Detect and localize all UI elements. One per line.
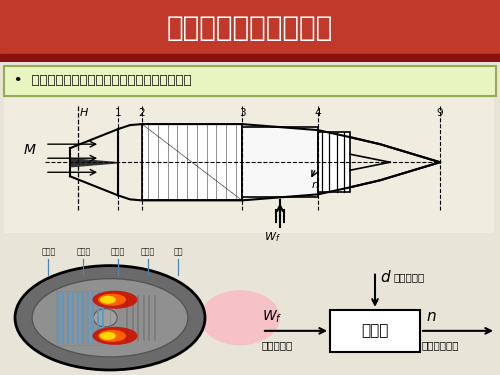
Ellipse shape xyxy=(15,266,205,370)
Ellipse shape xyxy=(32,279,188,357)
Ellipse shape xyxy=(200,290,280,345)
Text: M: M xyxy=(24,143,36,157)
Text: 9: 9 xyxy=(436,108,444,118)
Text: 发动机: 发动机 xyxy=(362,323,388,338)
Ellipse shape xyxy=(92,327,138,345)
Text: （控制量）: （控制量） xyxy=(262,340,293,350)
Bar xyxy=(142,124,242,200)
Ellipse shape xyxy=(100,296,116,304)
Bar xyxy=(0,54,500,62)
Bar xyxy=(318,132,350,192)
Text: 燃烧室: 燃烧室 xyxy=(110,247,124,256)
Text: n: n xyxy=(426,309,436,324)
Bar xyxy=(56,291,110,345)
Ellipse shape xyxy=(98,330,126,342)
Ellipse shape xyxy=(92,291,138,309)
Text: d: d xyxy=(380,270,390,285)
Text: 基本发动机的动态方程: 基本发动机的动态方程 xyxy=(167,14,333,42)
Ellipse shape xyxy=(94,309,117,327)
Ellipse shape xyxy=(100,332,116,340)
Text: 压气机: 压气机 xyxy=(76,247,90,256)
Text: n: n xyxy=(312,180,319,190)
Text: 4: 4 xyxy=(314,108,322,118)
Text: H: H xyxy=(80,108,88,118)
Text: （被控制量）: （被控制量） xyxy=(422,340,460,350)
Text: （干扰量）: （干扰量） xyxy=(393,273,424,283)
Text: $W_f$: $W_f$ xyxy=(262,309,282,325)
Text: •  基本发动机：尾噴口不可调的非加力单轴浡噴: • 基本发动机：尾噴口不可调的非加力单轴浡噴 xyxy=(14,75,192,87)
Text: $W_f$: $W_f$ xyxy=(264,231,280,244)
Text: 1: 1 xyxy=(114,108,121,118)
Bar xyxy=(4,98,494,234)
Text: 3: 3 xyxy=(238,108,246,118)
Ellipse shape xyxy=(98,294,126,306)
Bar xyxy=(4,66,496,96)
Text: 2: 2 xyxy=(138,108,145,118)
Bar xyxy=(242,127,318,197)
Bar xyxy=(330,310,420,352)
Text: 涡轮机: 涡轮机 xyxy=(141,247,155,256)
Text: 噴口: 噴口 xyxy=(174,247,183,256)
Text: 进气道: 进气道 xyxy=(41,247,56,256)
